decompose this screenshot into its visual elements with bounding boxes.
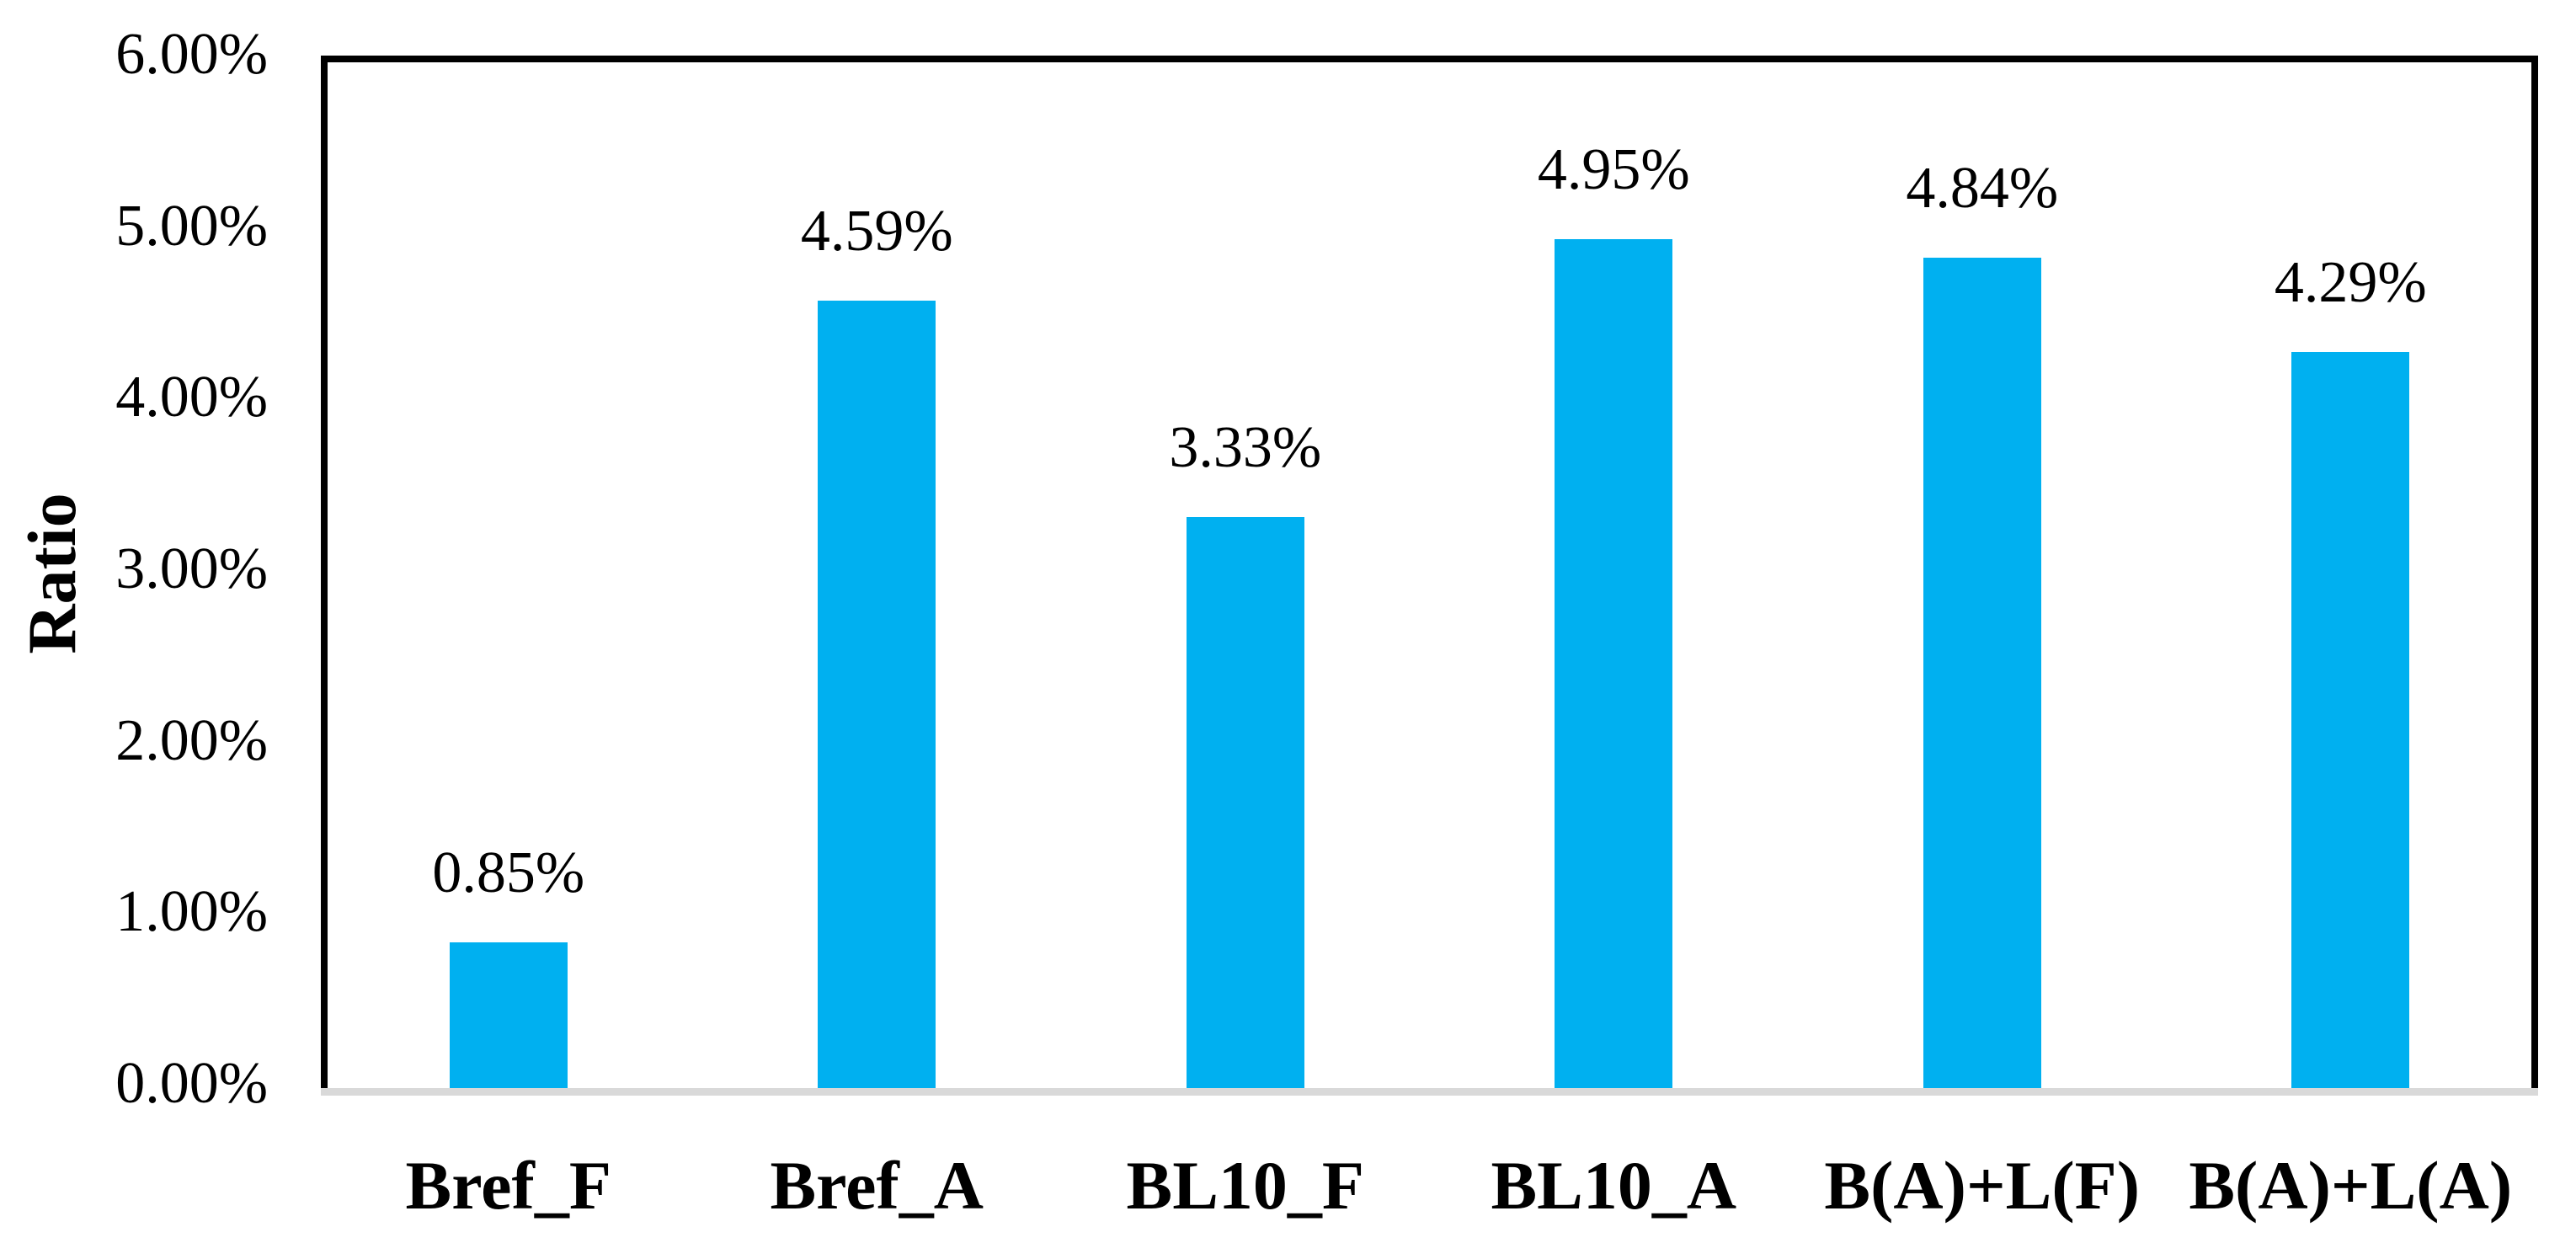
- bar-value-label-b-a-l-f: 4.84%: [1906, 156, 2059, 221]
- bar-value-label-bl10-f: 3.33%: [1169, 414, 1322, 480]
- y-axis-line: [321, 56, 328, 1091]
- x-category-label-bl10-f: BL10_F: [1126, 1147, 1364, 1224]
- y-tick-label-0-00: 0.00%: [115, 1051, 268, 1116]
- x-axis-line: [321, 1088, 2538, 1096]
- x-category-label-bref-f: Bref_F: [405, 1147, 611, 1224]
- y-tick-label-1-00: 1.00%: [115, 879, 268, 945]
- bar-value-label-bref-f: 0.85%: [432, 840, 585, 905]
- plot-border-right: [2531, 56, 2538, 1091]
- bar-value-label-bl10-a: 4.95%: [1537, 136, 1690, 202]
- bar-bl10-a: [1555, 238, 1673, 1088]
- y-tick-label-6-00: 6.00%: [115, 22, 268, 87]
- y-tick-label-3-00: 3.00%: [115, 536, 268, 601]
- bar-b-a-l-f: [1923, 258, 2041, 1088]
- x-category-label-bref-a: Bref_A: [770, 1147, 984, 1224]
- x-category-label-b-a-l-f: B(A)+L(F): [1824, 1147, 2141, 1224]
- bar-bref-f: [449, 942, 568, 1088]
- plot-border-top: [321, 56, 2538, 62]
- bar-b-a-l-a: [2291, 352, 2410, 1088]
- bar-value-label-bref-a: 4.59%: [800, 199, 953, 264]
- x-category-label-b-a-l-a: B(A)+L(A): [2189, 1147, 2513, 1224]
- y-tick-label-5-00: 5.00%: [115, 193, 268, 259]
- bar-bref-a: [818, 301, 936, 1088]
- y-tick-label-2-00: 2.00%: [115, 707, 268, 773]
- x-category-label-bl10-a: BL10_A: [1491, 1147, 1737, 1224]
- bar-bl10-f: [1186, 516, 1304, 1088]
- bar-value-label-b-a-l-a: 4.29%: [2274, 250, 2427, 316]
- y-tick-label-4-00: 4.00%: [115, 365, 268, 430]
